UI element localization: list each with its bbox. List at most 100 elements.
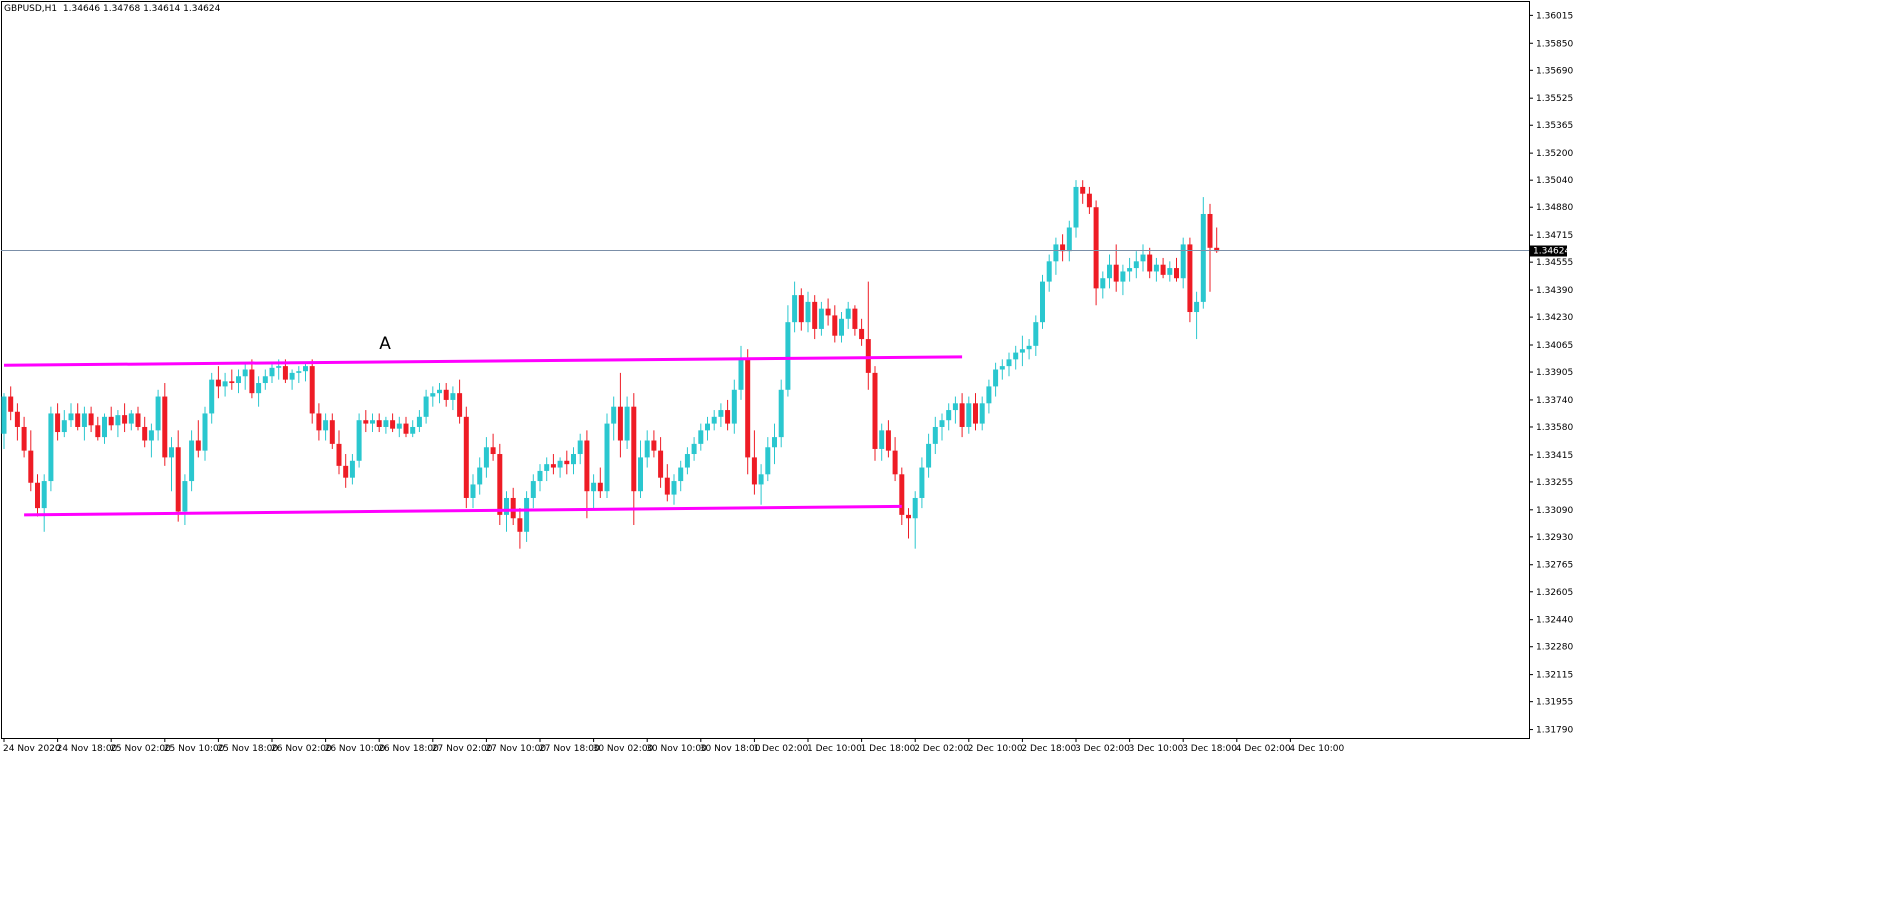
- candle-body: [182, 481, 188, 512]
- candles-layer: [1, 180, 1220, 549]
- candle-body: [41, 481, 47, 509]
- candle-body: [108, 416, 114, 426]
- candle-body: [437, 389, 442, 394]
- support-line[interactable]: [24, 504, 902, 517]
- candle-body: [21, 426, 27, 451]
- candle-body: [155, 396, 161, 431]
- candle-body: [142, 426, 148, 441]
- candle-body: [1127, 268, 1133, 272]
- candle-body: [1013, 352, 1019, 360]
- x-tick-label: 2 Dec 10:00: [968, 744, 1023, 754]
- candle-body: [1033, 322, 1039, 346]
- y-tick-label: 1.32115: [1536, 671, 1573, 681]
- y-tick-label: 1.36015: [1536, 11, 1573, 21]
- candle-body: [1160, 264, 1166, 275]
- candle-body: [55, 413, 61, 433]
- y-tick-label: 1.32605: [1536, 588, 1573, 598]
- candle-body: [309, 366, 315, 414]
- candle-body: [236, 376, 241, 384]
- x-tick-label: 24 Nov 18:00: [57, 744, 118, 754]
- candle-body: [745, 359, 751, 458]
- x-tick-label: 24 Nov 2020: [3, 744, 61, 754]
- candle-body: [664, 477, 670, 495]
- x-tick-label: 4 Dec 02:00: [1236, 744, 1291, 754]
- candle-body: [202, 413, 208, 451]
- candle-body: [289, 372, 295, 380]
- candle-body: [966, 403, 972, 427]
- candle-body: [832, 315, 838, 336]
- candle-body: [1147, 254, 1153, 272]
- candle-body: [81, 413, 87, 427]
- x-tick-label: 26 Nov 10:00: [325, 744, 386, 754]
- candle-body: [276, 366, 282, 368]
- ohlc-label: 1.34646 1.34768 1.34614 1.34624: [62, 4, 221, 14]
- y-tick-label: 1.32280: [1536, 643, 1573, 653]
- x-tick-label: 25 Nov 18:00: [217, 744, 278, 754]
- y-tick-label: 1.34230: [1536, 313, 1573, 323]
- candle-body: [222, 381, 228, 387]
- trendlines-layer[interactable]: [3, 355, 963, 517]
- candle-body: [169, 447, 174, 458]
- candle-body: [1187, 244, 1193, 313]
- candle-body: [577, 440, 583, 455]
- candle-body: [128, 413, 134, 424]
- candle-body: [115, 415, 121, 426]
- candle-body: [102, 416, 107, 438]
- candle-body: [1120, 271, 1126, 282]
- candle-body: [1026, 345, 1032, 350]
- candle-body: [1194, 301, 1200, 313]
- candle-body: [463, 416, 469, 498]
- candle-body: [651, 440, 657, 451]
- candle-body: [906, 514, 911, 519]
- candle-body: [1214, 247, 1220, 252]
- candle-body: [61, 420, 67, 433]
- candle-body: [912, 497, 918, 519]
- y-tick-label: 1.34390: [1536, 286, 1573, 296]
- candle-body: [175, 447, 181, 512]
- candle-body: [470, 484, 476, 498]
- x-tick-label: 26 Nov 18:00: [378, 744, 439, 754]
- x-tick-label: 1 Dec 18:00: [861, 744, 916, 754]
- current-price-tag: [1530, 245, 1567, 257]
- candle-body: [879, 430, 885, 449]
- candle-body: [852, 308, 858, 329]
- candle-body: [242, 369, 248, 377]
- candle-body: [1200, 213, 1206, 302]
- y-tick-label: 1.35365: [1536, 121, 1573, 131]
- candle-body: [946, 410, 952, 421]
- x-tick-label: 3 Dec 10:00: [1129, 744, 1184, 754]
- candle-body: [611, 406, 617, 424]
- x-tick-label: 30 Nov 18:00: [700, 744, 761, 754]
- candle-body: [550, 464, 556, 468]
- candle-body: [631, 406, 637, 492]
- candle-body: [1080, 186, 1086, 194]
- candle-body: [215, 379, 221, 387]
- candle-body: [390, 420, 396, 429]
- candle-body: [691, 443, 697, 455]
- axes-frame: [1, 1, 1530, 739]
- candle-body: [477, 467, 483, 485]
- candle-body: [624, 406, 630, 441]
- candle-body: [343, 465, 349, 478]
- candle-body: [162, 396, 168, 458]
- candle-body: [1060, 244, 1066, 252]
- candle-body: [1180, 244, 1186, 279]
- candle-body: [88, 413, 94, 426]
- candle-body: [35, 482, 40, 509]
- resistance-line[interactable]: [3, 355, 963, 367]
- candle-body: [1167, 268, 1173, 275]
- candle-body: [95, 425, 101, 438]
- x-tick-label: 30 Nov 10:00: [646, 744, 707, 754]
- candle-body: [256, 383, 262, 394]
- candle-body: [892, 450, 898, 475]
- x-tick-label: 1 Dec 02:00: [753, 744, 808, 754]
- candle-body: [68, 413, 74, 421]
- candle-body: [731, 389, 737, 424]
- candle-body: [638, 457, 643, 492]
- candle-body: [122, 415, 128, 424]
- candle-body: [510, 497, 516, 519]
- y-tick-label: 1.33905: [1536, 368, 1573, 378]
- candle-body: [363, 420, 369, 424]
- candle-body: [530, 481, 536, 498]
